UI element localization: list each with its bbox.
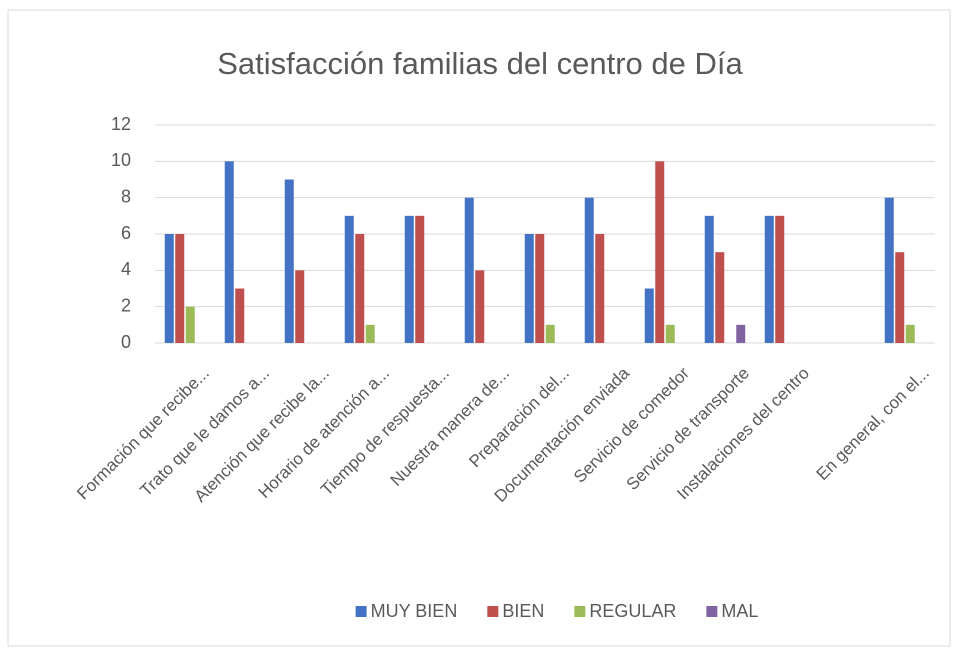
y-tick-label: 2 [121, 295, 131, 315]
bar [365, 324, 375, 343]
legend-swatch [706, 606, 718, 617]
bar [284, 179, 294, 343]
legend-swatch [487, 606, 499, 617]
y-tick-label: 8 [121, 186, 131, 206]
y-tick-label: 12 [111, 114, 131, 134]
bar [185, 306, 195, 343]
bar [595, 234, 605, 343]
legend-label: BIEN [502, 601, 544, 621]
bar [535, 234, 545, 343]
bar [665, 324, 675, 343]
bar [895, 252, 905, 343]
bar [715, 252, 725, 343]
legend-label: MAL [721, 601, 758, 621]
bar [355, 234, 365, 343]
bar [475, 270, 485, 343]
legend-swatch [355, 606, 367, 617]
bar [464, 197, 474, 343]
bar [905, 324, 915, 343]
legend: MUY BIEN BIEN REGULAR MAL [355, 601, 758, 621]
y-tick-label: 0 [121, 332, 131, 352]
bar [224, 161, 234, 343]
y-tick-label: 10 [111, 150, 131, 170]
bar [584, 197, 594, 343]
bar [404, 215, 414, 343]
bar [655, 161, 665, 343]
bar [175, 234, 185, 343]
chart-title: Satisfacción familias del centro de Día [217, 46, 743, 81]
bar [164, 234, 174, 343]
bar [344, 215, 354, 343]
bar [644, 288, 654, 343]
legend-swatch [574, 606, 586, 617]
bar [884, 197, 894, 343]
legend-label: REGULAR [589, 601, 676, 621]
bar [295, 270, 305, 343]
bar [235, 288, 245, 343]
bar [775, 215, 785, 343]
bar [764, 215, 774, 343]
y-tick-label: 4 [121, 259, 131, 279]
legend-label: MUY BIEN [371, 601, 458, 621]
bar [704, 215, 714, 343]
bar [736, 324, 746, 343]
bar [415, 215, 425, 343]
bar [545, 324, 555, 343]
bar [524, 234, 534, 343]
y-tick-label: 6 [121, 223, 131, 243]
